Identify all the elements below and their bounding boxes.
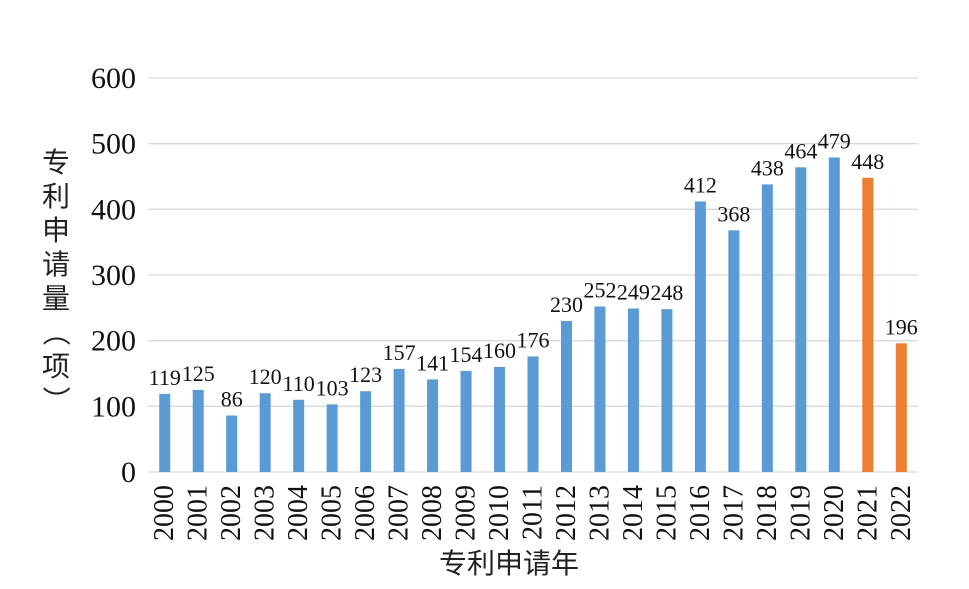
data-label-2012: 230 [550, 292, 583, 317]
y-axis-title-char: 量 [42, 282, 70, 315]
x-tick-label-2006: 2006 [350, 485, 381, 541]
data-label-2006: 123 [349, 362, 382, 387]
x-tick-label-2012: 2012 [551, 485, 582, 541]
data-label-2001: 125 [182, 361, 215, 386]
y-axis-title-char: 请 [42, 248, 70, 281]
data-label-2000: 119 [149, 365, 181, 390]
y-tick-label: 400 [91, 193, 136, 226]
x-tick-label-2004: 2004 [283, 485, 314, 541]
data-label-2009: 154 [450, 342, 483, 367]
bar-2003 [259, 393, 271, 472]
y-axis-title-char: （ [39, 318, 72, 346]
data-label-2005: 103 [316, 375, 349, 400]
x-tick-label-2003: 2003 [250, 485, 281, 541]
bar-2018 [761, 184, 773, 472]
y-tick-label: 100 [91, 390, 136, 423]
bars [159, 157, 907, 472]
x-tick-label-2015: 2015 [651, 485, 682, 541]
data-label-2016: 412 [684, 172, 717, 197]
x-tick-label-2002: 2002 [216, 485, 247, 541]
data-label-2021: 448 [851, 149, 884, 174]
bar-2002 [226, 415, 238, 472]
y-axis-ticks: 0 100 200 300 400 500 600 [91, 62, 136, 489]
x-tick-label-2007: 2007 [384, 485, 415, 541]
bar-2009 [460, 370, 472, 472]
y-axis-title-char: 专 [42, 146, 70, 179]
data-label-2018: 438 [751, 155, 784, 180]
y-tick-label: 500 [91, 128, 136, 161]
x-tick-label-2018: 2018 [752, 485, 783, 541]
bar-2022 [895, 343, 907, 472]
bar-2017 [728, 230, 740, 472]
gridlines [148, 77, 918, 473]
y-tick-label: 300 [91, 259, 136, 292]
bar-2010 [494, 366, 506, 472]
bar-2001 [192, 389, 204, 472]
x-tick-label-2013: 2013 [584, 485, 615, 541]
y-axis-title-char: 申 [42, 214, 70, 247]
y-tick-label: 200 [91, 325, 136, 358]
x-tick-label-2014: 2014 [618, 485, 649, 541]
x-tick-label-2016: 2016 [685, 485, 716, 541]
y-tick-label: 0 [121, 456, 136, 489]
bar-2013 [594, 306, 606, 472]
x-tick-label-2005: 2005 [317, 485, 348, 541]
bar-2007 [393, 368, 405, 472]
x-axis-ticks: 2000 2001 2002 2003 2004 2005 2006 2007 2008 2009… [149, 485, 917, 541]
bar-2005 [326, 404, 338, 472]
bar-2000 [159, 393, 171, 472]
bar-2019 [795, 167, 807, 472]
data-label-2019: 464 [784, 138, 817, 163]
bar-2008 [427, 379, 439, 472]
data-label-2013: 252 [583, 278, 616, 303]
x-tick-label-2011: 2011 [518, 485, 549, 540]
y-tick-label: 600 [91, 62, 136, 95]
x-axis-title: 专利申请年 [439, 547, 579, 580]
data-label-2022: 196 [885, 314, 918, 339]
data-label-2017: 368 [717, 201, 750, 226]
y-axis-title-char: 利 [42, 180, 70, 213]
data-label-2008: 141 [416, 350, 449, 375]
x-tick-label-2019: 2019 [785, 485, 816, 541]
bar-2016 [694, 201, 706, 472]
x-tick-label-2009: 2009 [451, 485, 482, 541]
x-tick-label-2022: 2022 [886, 485, 917, 541]
x-tick-label-2010: 2010 [484, 485, 515, 541]
x-tick-label-2001: 2001 [183, 485, 214, 541]
bar-2020 [828, 157, 840, 472]
x-tick-label-2020: 2020 [819, 485, 850, 541]
x-tick-label-2008: 2008 [417, 485, 448, 541]
data-label-2014: 249 [617, 279, 650, 304]
bar-2014 [627, 308, 639, 472]
bar-2021 [862, 177, 874, 472]
data-label-2007: 157 [383, 340, 416, 365]
bar-2006 [360, 391, 372, 472]
y-axis-title-char: ） [39, 386, 72, 414]
data-label-2010: 160 [483, 338, 516, 363]
bar-2004 [293, 399, 305, 472]
data-label-2020: 479 [818, 128, 851, 153]
bar-2015 [661, 309, 673, 472]
bar-2012 [560, 320, 572, 472]
x-tick-label-2017: 2017 [718, 485, 749, 541]
x-tick-label-2021: 2021 [852, 485, 883, 541]
data-label-2003: 120 [249, 364, 282, 389]
data-label-2004: 110 [283, 371, 315, 396]
y-axis-title-char: 项 [42, 350, 70, 383]
data-label-2015: 248 [650, 280, 683, 305]
data-label-2011: 176 [517, 327, 550, 352]
bar-2011 [527, 356, 539, 472]
x-tick-label-2000: 2000 [149, 485, 180, 541]
data-label-2002: 86 [221, 387, 243, 412]
